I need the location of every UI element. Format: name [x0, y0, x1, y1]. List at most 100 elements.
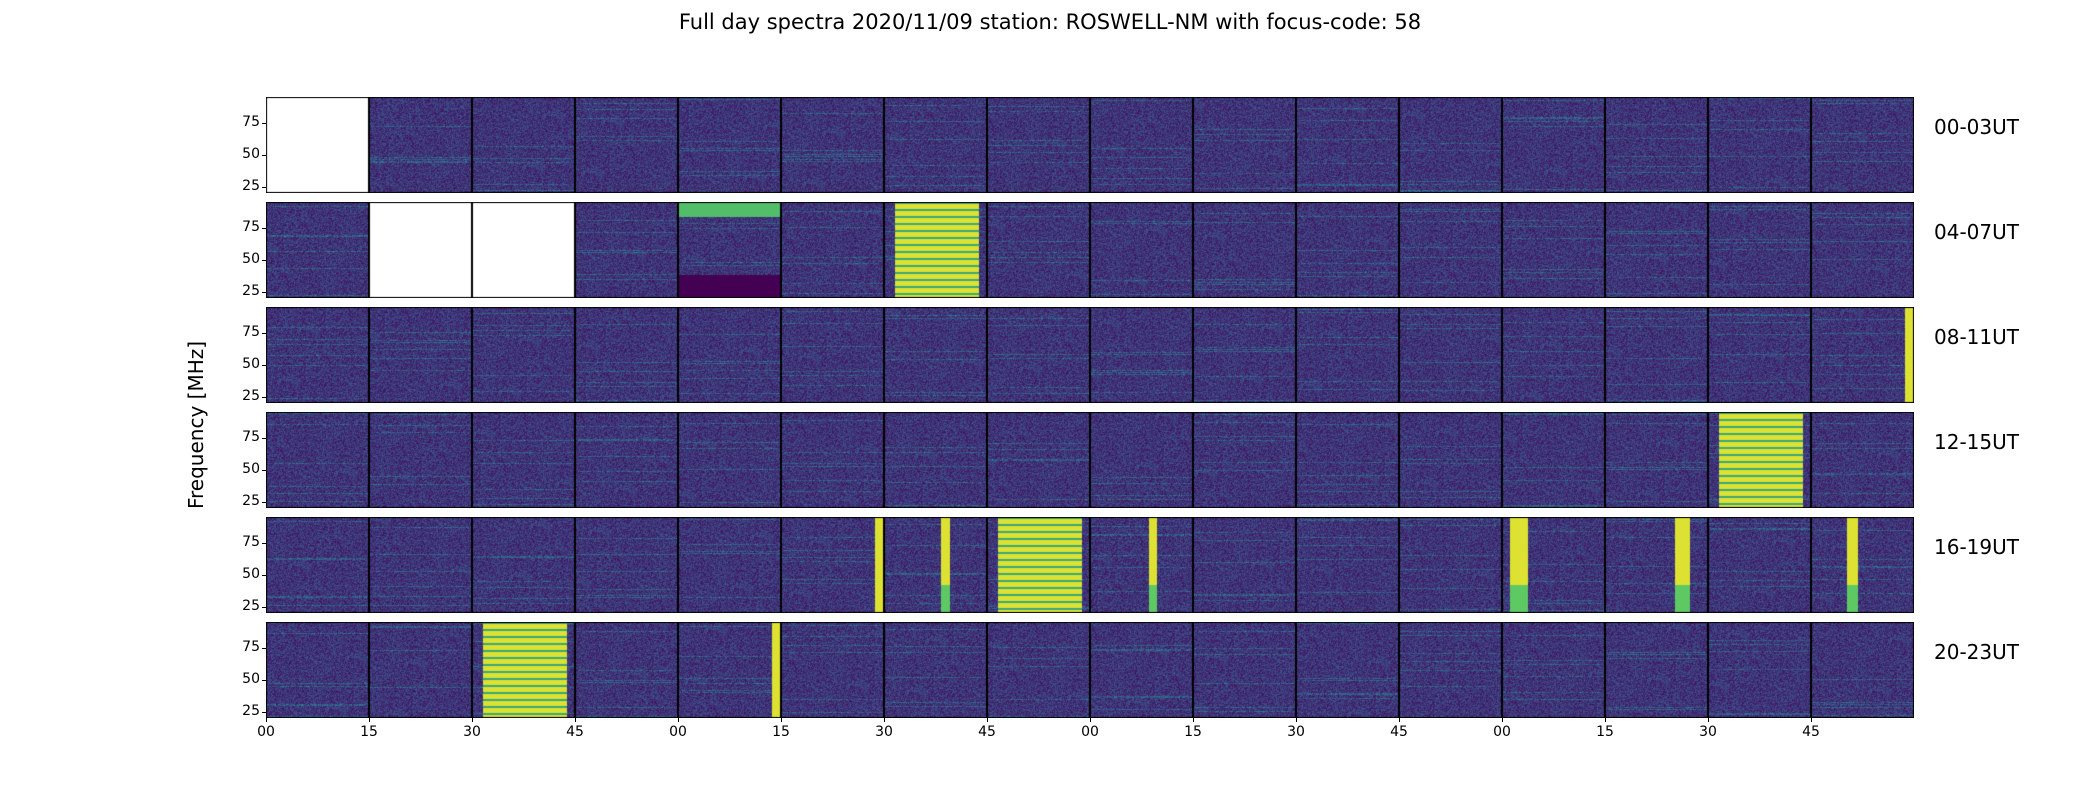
spectrum-panel-r5-p5	[781, 622, 884, 718]
spectrum-panel-r5-p0	[266, 622, 369, 718]
spectrum-panel-r4-p6	[884, 517, 987, 613]
spectrum-panel-r3-p12	[1502, 412, 1605, 508]
x-tick-mark	[1399, 718, 1400, 722]
x-tick-label: 00	[1081, 724, 1099, 740]
spectrum-panel-r5-p2	[472, 622, 575, 718]
spectrum-panel-r5-p13	[1605, 622, 1708, 718]
y-tick-mark	[262, 154, 266, 156]
y-tick-label: 50	[242, 670, 260, 687]
spectrum-panel-r2-p7	[987, 307, 1090, 403]
x-tick-label: 45	[978, 724, 996, 740]
x-tick-mark	[781, 718, 782, 722]
y-tick-label: 75	[242, 638, 260, 655]
spectrum-panel-r1-p7	[987, 202, 1090, 298]
spectrum-panel-r5-p8	[1090, 622, 1193, 718]
spectrum-panel-r4-p0	[266, 517, 369, 613]
x-tick-label: 30	[463, 724, 481, 740]
y-tick-label: 75	[242, 428, 260, 445]
x-tick-label: 45	[1802, 724, 1820, 740]
spectrum-panel-r2-p8	[1090, 307, 1193, 403]
spectrum-panel-r2-p12	[1502, 307, 1605, 403]
x-tick-mark	[678, 718, 679, 722]
spectrum-panel-r2-p11	[1399, 307, 1502, 403]
spectrum-panel-r0-p8	[1090, 97, 1193, 193]
spectrum-panel-r4-p13	[1605, 517, 1708, 613]
spectrum-panel-r4-p5	[781, 517, 884, 613]
x-tick-mark	[1605, 718, 1606, 722]
spectrum-panel-r1-p2	[472, 202, 575, 298]
x-tick-mark	[472, 718, 473, 722]
y-tick-mark	[262, 227, 266, 229]
y-tick-mark	[262, 186, 266, 188]
y-tick-mark	[262, 437, 266, 439]
spectrum-panel-r4-p2	[472, 517, 575, 613]
spectrum-panel-r5-p14	[1708, 622, 1811, 718]
x-tick-mark	[575, 718, 576, 722]
spectrum-panel-r4-p14	[1708, 517, 1811, 613]
spectrum-panel-r0-p3	[575, 97, 678, 193]
y-tick-mark	[262, 332, 266, 334]
spectrum-panel-r2-p10	[1296, 307, 1399, 403]
spectrum-panel-r2-p1	[369, 307, 472, 403]
spectrum-panel-r1-p5	[781, 202, 884, 298]
spectrum-panel-r3-p10	[1296, 412, 1399, 508]
spectrum-panel-r4-p12	[1502, 517, 1605, 613]
spectrum-panel-r3-p6	[884, 412, 987, 508]
y-tick-mark	[262, 647, 266, 649]
spectrum-panel-r1-p0	[266, 202, 369, 298]
y-tick-label: 75	[242, 218, 260, 235]
spectrum-panel-r1-p8	[1090, 202, 1193, 298]
spectrum-panel-r2-p14	[1708, 307, 1811, 403]
x-tick-label: 30	[1287, 724, 1305, 740]
y-tick-label: 75	[242, 323, 260, 340]
spectrum-panel-r4-p15	[1811, 517, 1914, 613]
spectrum-panel-r3-p15	[1811, 412, 1914, 508]
y-tick-label: 50	[242, 250, 260, 267]
x-tick-label: 15	[772, 724, 790, 740]
spectrum-panel-r0-p15	[1811, 97, 1914, 193]
x-tick-label: 15	[1184, 724, 1202, 740]
spectrum-panel-r5-p1	[369, 622, 472, 718]
spectrum-panel-r0-p4	[678, 97, 781, 193]
y-tick-mark	[262, 542, 266, 544]
y-tick-label: 25	[242, 492, 260, 509]
spectrum-panel-r0-p5	[781, 97, 884, 193]
y-tick-mark	[262, 259, 266, 261]
x-tick-label: 00	[257, 724, 275, 740]
spectrum-panel-r1-p10	[1296, 202, 1399, 298]
spectrum-panel-r3-p7	[987, 412, 1090, 508]
row-label-2: 08-11UT	[1934, 325, 2019, 349]
spectrum-panel-r3-p3	[575, 412, 678, 508]
x-tick-label: 45	[566, 724, 584, 740]
spectrum-panel-r0-p6	[884, 97, 987, 193]
spectrum-panel-r2-p0	[266, 307, 369, 403]
spectrum-panel-r1-p11	[1399, 202, 1502, 298]
spectrum-panel-r3-p8	[1090, 412, 1193, 508]
y-tick-label: 75	[242, 533, 260, 550]
spectrum-panel-r4-p11	[1399, 517, 1502, 613]
x-tick-label: 45	[1390, 724, 1408, 740]
y-tick-label: 50	[242, 145, 260, 162]
spectrum-panel-r0-p13	[1605, 97, 1708, 193]
spectrum-panel-r0-p10	[1296, 97, 1399, 193]
y-tick-label: 50	[242, 355, 260, 372]
spectrum-panel-r1-p12	[1502, 202, 1605, 298]
spectrum-panel-r5-p11	[1399, 622, 1502, 718]
spectrum-panel-r3-p14	[1708, 412, 1811, 508]
y-tick-label: 50	[242, 565, 260, 582]
spectrum-panel-r5-p6	[884, 622, 987, 718]
x-tick-label: 00	[1493, 724, 1511, 740]
row-label-3: 12-15UT	[1934, 430, 2019, 454]
spectrum-panel-r2-p15	[1811, 307, 1914, 403]
spectrum-panel-r5-p9	[1193, 622, 1296, 718]
row-label-4: 16-19UT	[1934, 535, 2019, 559]
spectrum-panel-r0-p12	[1502, 97, 1605, 193]
spectrum-panel-r0-p1	[369, 97, 472, 193]
x-tick-mark	[369, 718, 370, 722]
spectrum-panel-r3-p11	[1399, 412, 1502, 508]
spectrum-panel-r0-p0	[266, 97, 369, 193]
spectrum-panel-r1-p15	[1811, 202, 1914, 298]
spectrum-panel-r0-p9	[1193, 97, 1296, 193]
spectrum-panel-r5-p10	[1296, 622, 1399, 718]
